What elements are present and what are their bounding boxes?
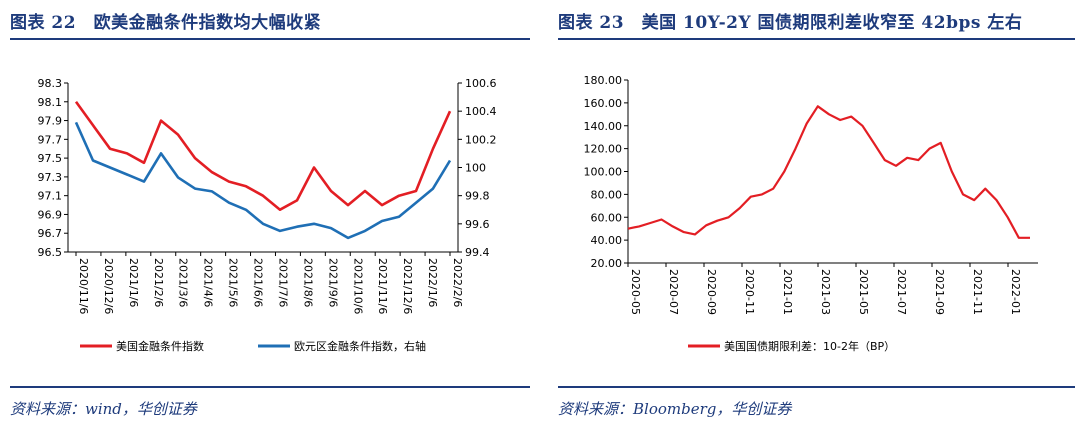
- y-tick-label: 20.00: [591, 257, 623, 270]
- y-left-tick-label: 97.9: [38, 115, 63, 128]
- right-source: 资料来源：Bloomberg，华创证券: [558, 400, 792, 418]
- y-left-tick-label: 97.5: [38, 152, 63, 165]
- x-tick-label: 2021/9/6: [326, 258, 339, 307]
- series-line-2: [74, 121, 452, 240]
- series-line-spread: [627, 105, 1030, 239]
- x-tick-label: 2022/1/6: [426, 258, 439, 307]
- y-right-tick-label: 99.8: [465, 190, 490, 203]
- x-tick-label: 2021-03: [819, 269, 832, 315]
- x-tick-label: 2022/2/6: [451, 258, 464, 307]
- y-tick-label: 40.00: [591, 234, 623, 247]
- left-chart-title: 图表 22 欧美金融条件指数均大幅收紧: [10, 13, 322, 33]
- x-tick-label: 2021/7/6: [276, 258, 289, 307]
- y-left-tick-label: 98.3: [38, 77, 63, 90]
- y-tick-label: 100.00: [584, 166, 623, 179]
- x-tick-label: 2020-07: [667, 269, 680, 315]
- y-right-tick-label: 100.6: [465, 77, 497, 90]
- x-tick-label: 2021-11: [971, 269, 984, 315]
- y-right-tick-label: 100.2: [465, 133, 497, 146]
- y-right-tick-label: 100.4: [465, 105, 497, 118]
- y-left-tick-label: 96.9: [38, 208, 63, 221]
- left-source-rule: [10, 386, 530, 388]
- x-tick-label: 2021/6/6: [252, 258, 265, 307]
- right-panel: 图表 23 美国 10Y-2Y 国债期限利差收窄至 42bps 左右 180.0…: [548, 0, 1075, 427]
- x-tick-label: 2021/5/6: [227, 258, 240, 307]
- x-tick-label: 2021/8/6: [301, 258, 314, 307]
- y-left-tick-label: 97.1: [38, 190, 63, 203]
- y-right-tick-label: 99.6: [465, 218, 490, 231]
- right-chart: 180.00 160.00 140.00 120.00 100.00 80.00 60.00…: [584, 74, 1038, 353]
- x-tick-label: 2021-07: [895, 269, 908, 315]
- x-tick-label: 2021-05: [857, 269, 870, 315]
- x-tick-label: 2021-01: [781, 269, 794, 315]
- y-left-tick-label: 97.7: [38, 133, 63, 146]
- legend-label-spread: 美国国债期限利差：10-2年（BP）: [724, 339, 895, 353]
- x-tick-label: 2020-11: [743, 269, 756, 315]
- y-tick-label: 140.00: [584, 120, 623, 133]
- x-tick-label: 2021-09: [933, 269, 946, 315]
- x-tick-label: 2020/11/6: [77, 258, 90, 314]
- y-left-tick-label: 97.3: [38, 171, 63, 184]
- y-left-tick-label: 96.7: [38, 227, 63, 240]
- y-tick-label: 120.00: [584, 143, 623, 156]
- right-chart-title: 图表 23 美国 10Y-2Y 国债期限利差收窄至 42bps 左右: [558, 13, 1023, 33]
- x-tick-label: 2022-01: [1009, 269, 1022, 315]
- y-right-tick-label: 99.4: [465, 246, 490, 259]
- y-tick-label: 180.00: [584, 74, 623, 87]
- x-tick-label: 2021/4/6: [202, 258, 215, 307]
- x-tick-label: 2021/2/6: [152, 258, 165, 307]
- left-panel: 图表 22 欧美金融条件指数均大幅收紧 98.3 98.1 97.9 97.7 97.5…: [0, 0, 530, 427]
- legend-label-eu: 欧元区金融条件指数，右轴: [294, 339, 426, 353]
- y-left-tick-label: 96.5: [38, 246, 63, 259]
- y-right-tick-label: 100: [465, 162, 486, 175]
- x-tick-label: 2021/12/6: [401, 258, 414, 314]
- x-tick-label: 2021/1/6: [127, 258, 140, 307]
- x-tick-label: 2021/10/6: [351, 258, 364, 314]
- right-title-rule: [558, 38, 1075, 40]
- y-tick-label: 160.00: [584, 97, 623, 110]
- y-left-tick-label: 98.1: [38, 96, 63, 109]
- x-tick-label: 2021/3/6: [177, 258, 190, 307]
- x-tick-label: 2020/12/6: [102, 258, 115, 314]
- left-chart: 98.3 98.1 97.9 97.7 97.5 97.3 97.1 96.9 96.7 96.5…: [38, 77, 497, 353]
- left-source: 资料来源：wind，华创证券: [10, 400, 197, 418]
- y-tick-label: 60.00: [591, 211, 623, 224]
- x-tick-label: 2021/11/6: [376, 258, 389, 314]
- x-tick-label: 2020-09: [705, 269, 718, 315]
- left-title-rule: [10, 38, 530, 40]
- x-tick-label: 2020-05: [629, 269, 642, 315]
- y-tick-label: 80.00: [591, 188, 623, 201]
- series-line-1: [74, 101, 452, 211]
- legend-label-us: 美国金融条件指数: [116, 339, 204, 353]
- right-source-rule: [558, 386, 1075, 388]
